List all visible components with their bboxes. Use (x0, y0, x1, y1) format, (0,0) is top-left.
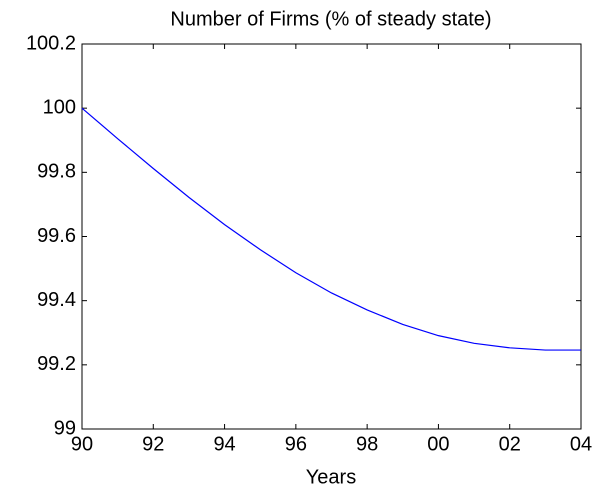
x-tick-label: 00 (427, 433, 449, 455)
y-tick-label: 99.2 (37, 353, 76, 375)
y-tick-label: 100.2 (26, 32, 76, 54)
y-tick-label: 99 (54, 417, 76, 439)
x-tick-label: 90 (71, 433, 93, 455)
line (81, 107, 581, 351)
y-tick-label: 99.4 (37, 289, 76, 311)
x-tick-label: 92 (142, 433, 164, 455)
y-tick-label: 99.6 (37, 225, 76, 247)
x-tick-label: 96 (285, 433, 307, 455)
x-tick-label: 04 (570, 433, 592, 455)
chart-title: Number of Firms (% of steady state) (170, 8, 491, 30)
x-tick-label: 94 (213, 433, 235, 455)
x-axis-label: Years (306, 466, 356, 488)
x-tick-label: 98 (356, 433, 378, 455)
y-tick-label: 100 (43, 96, 76, 118)
x-tick-label: 02 (499, 433, 521, 455)
y-tick-label: 99.8 (37, 161, 76, 183)
